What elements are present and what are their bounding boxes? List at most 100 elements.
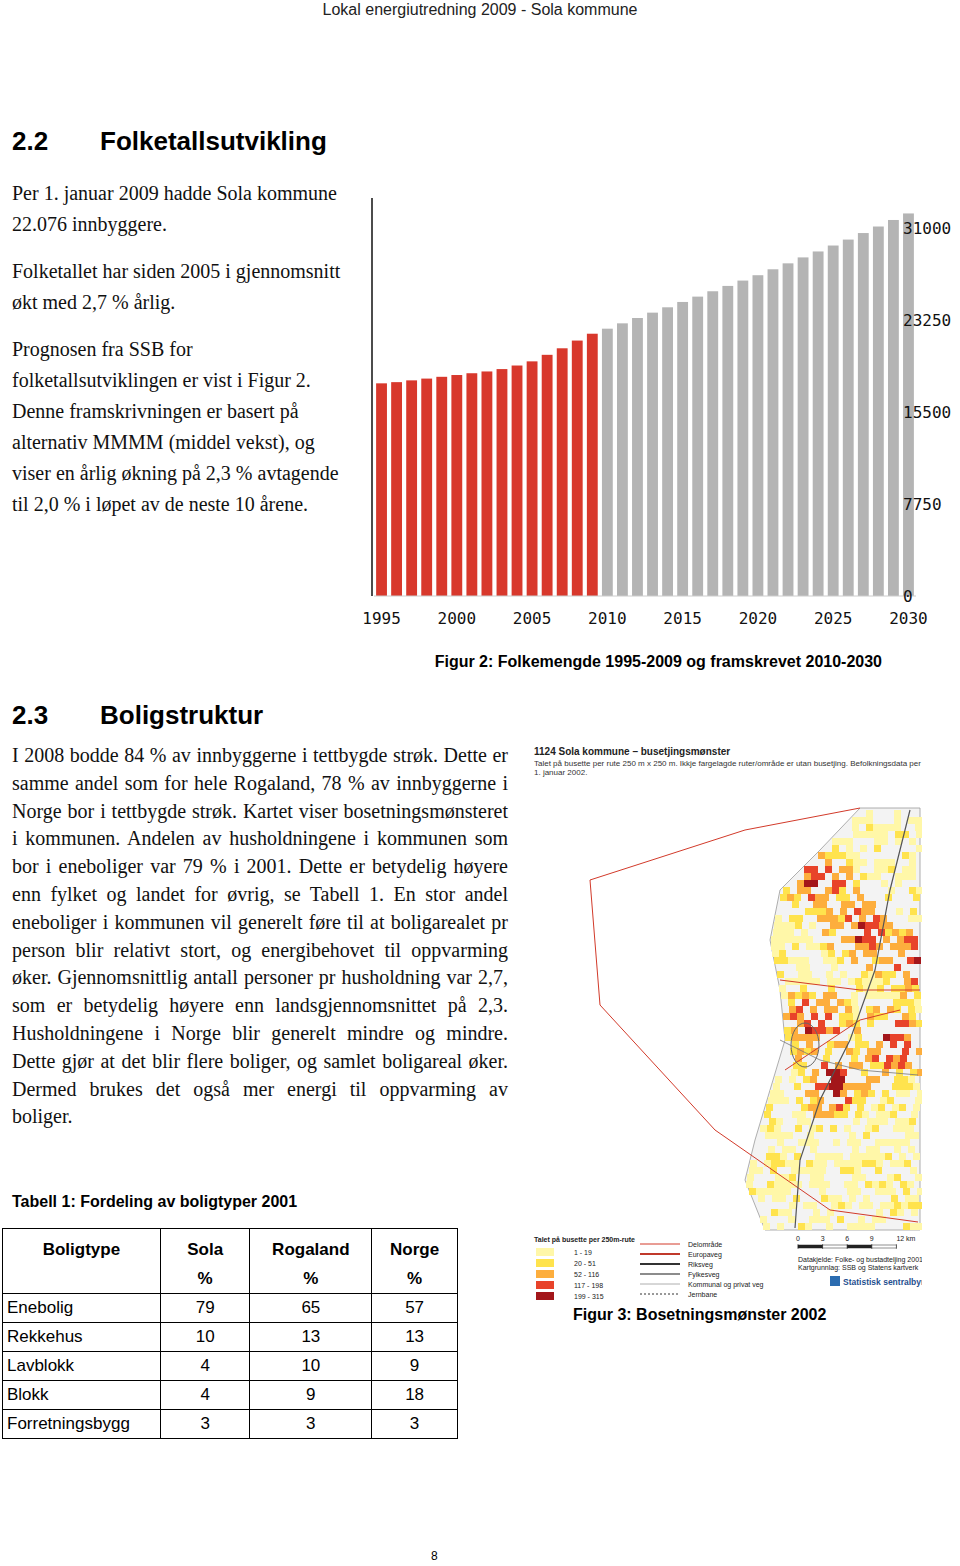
settlement-cell xyxy=(911,936,918,943)
legend-label: 117 - 198 xyxy=(574,1282,603,1289)
section-number: 2.3 xyxy=(12,700,48,731)
settlement-cell xyxy=(813,943,820,950)
settlement-cell xyxy=(809,922,816,929)
settlement-cell xyxy=(768,1146,775,1153)
figure-caption: Figur 2: Folkemengde 1995-2009 og framsk… xyxy=(378,653,882,671)
settlement-cell xyxy=(865,1125,872,1132)
settlement-cell xyxy=(876,1160,883,1167)
settlement-cell xyxy=(896,1139,903,1146)
settlement-cell xyxy=(876,978,883,985)
settlement-cell xyxy=(848,936,855,943)
settlement-cell xyxy=(904,943,911,950)
settlement-cell xyxy=(823,992,830,999)
settlement-cell xyxy=(857,1083,864,1090)
settlement-cell xyxy=(812,1090,819,1097)
settlement-cell xyxy=(810,1006,817,1013)
settlement-cell xyxy=(866,1202,873,1209)
settlement-cell xyxy=(873,1006,880,1013)
y-tick-label: 0 xyxy=(903,587,913,606)
settlement-cell xyxy=(816,1125,823,1132)
settlement-cell xyxy=(771,943,778,950)
settlement-cell xyxy=(910,1167,917,1174)
header-unit: % xyxy=(161,1264,250,1293)
settlement-cell xyxy=(854,1188,861,1195)
legend-line xyxy=(640,1263,680,1265)
settlement-cell xyxy=(892,929,899,936)
settlement-cell xyxy=(905,1195,912,1202)
settlement-cell xyxy=(792,943,799,950)
scale-label: 3 xyxy=(821,1235,825,1242)
settlement-cell xyxy=(777,1223,784,1230)
settlement-cell xyxy=(812,1139,819,1146)
settlement-cell xyxy=(893,999,900,1006)
settlement-cell xyxy=(796,1097,803,1104)
settlement-cell xyxy=(805,908,812,915)
table-cell: Enebolig xyxy=(3,1294,161,1323)
settlement-cell xyxy=(797,1118,804,1125)
settlement-cell xyxy=(785,1160,792,1167)
settlement-cell xyxy=(829,929,836,936)
scale-bar-segment xyxy=(823,1245,848,1248)
settlement-cell xyxy=(781,1181,788,1188)
settlement-cell xyxy=(882,1139,889,1146)
settlement-cell xyxy=(802,999,809,1006)
settlement-cell xyxy=(797,887,804,894)
settlement-cell xyxy=(767,1181,774,1188)
settlement-cell xyxy=(846,838,853,845)
settlement-cell xyxy=(844,1125,851,1132)
settlement-cell xyxy=(866,964,873,971)
settlement-cell xyxy=(827,943,834,950)
bar xyxy=(737,281,748,596)
settlement-cell xyxy=(770,1090,777,1097)
legend-line xyxy=(640,1294,680,1295)
settlement-cell xyxy=(806,1034,813,1041)
settlement-cell xyxy=(811,1013,818,1020)
settlement-cell xyxy=(866,817,873,824)
settlement-cell xyxy=(790,1013,797,1020)
settlement-cell xyxy=(904,936,911,943)
settlement-cell xyxy=(806,943,813,950)
settlement-cell xyxy=(864,1083,871,1090)
settlement-cell xyxy=(889,1188,896,1195)
settlement-cell xyxy=(747,1174,754,1181)
settlement-cell xyxy=(778,936,785,943)
settlement-cell xyxy=(866,1006,873,1013)
bar xyxy=(813,251,824,596)
settlement-cell xyxy=(813,901,820,908)
legend-swatch xyxy=(536,1259,554,1267)
settlement-cell xyxy=(832,880,839,887)
settlement-cell xyxy=(899,1104,906,1111)
settlement-cell xyxy=(832,852,839,859)
bar xyxy=(722,286,733,596)
legend-swatch xyxy=(536,1292,554,1300)
settlement-cell xyxy=(883,936,890,943)
settlement-cell xyxy=(859,915,866,922)
settlement-cell xyxy=(916,845,922,852)
bar xyxy=(858,233,869,596)
bar xyxy=(406,380,417,596)
settlement-cell xyxy=(772,1132,779,1139)
settlement-cell xyxy=(872,992,879,999)
settlement-cell xyxy=(858,1216,865,1223)
settlement-cell xyxy=(913,894,920,901)
settlement-cell xyxy=(804,887,811,894)
scale-label: 9 xyxy=(870,1235,874,1242)
settlement-cell xyxy=(905,1132,912,1139)
settlement-cell xyxy=(852,1174,859,1181)
settlement-cell xyxy=(855,978,862,985)
settlement-cell xyxy=(867,831,874,838)
table-cell: 9 xyxy=(250,1381,372,1410)
settlement-cell xyxy=(777,971,784,978)
header-unit: % xyxy=(250,1264,371,1293)
settlement-cell xyxy=(869,1160,876,1167)
settlement-cell xyxy=(900,1055,907,1062)
x-tick-label: 2030 xyxy=(889,609,928,628)
airport xyxy=(791,1023,819,1067)
settlement-cell xyxy=(775,915,782,922)
map-background xyxy=(530,808,920,1230)
settlement-cell xyxy=(750,1160,757,1167)
scale-bar-segment xyxy=(872,1245,897,1248)
settlement-cell xyxy=(824,1006,831,1013)
settlement-cell xyxy=(787,894,794,901)
settlement-cell xyxy=(880,915,887,922)
